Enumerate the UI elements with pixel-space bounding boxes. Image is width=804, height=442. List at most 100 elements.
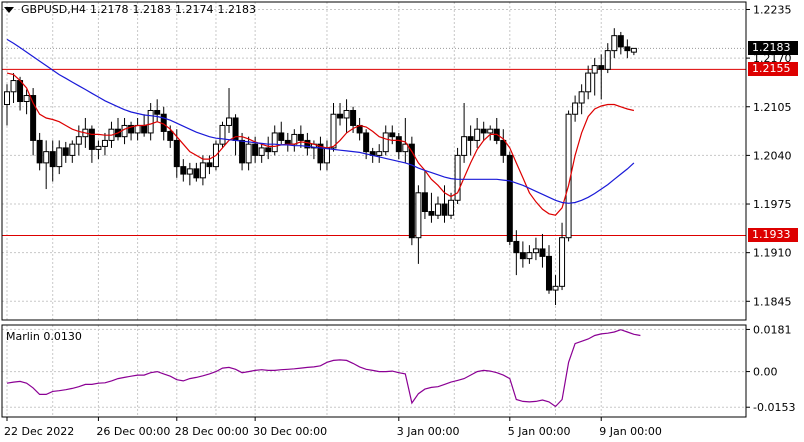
candle <box>480 121 487 141</box>
candle <box>219 121 226 148</box>
candle-body <box>591 65 598 74</box>
candle <box>128 121 135 141</box>
candle-body <box>454 154 461 201</box>
candle <box>304 132 311 156</box>
candle-body <box>402 143 409 153</box>
candle <box>526 245 533 264</box>
candle-body <box>395 136 402 153</box>
candle <box>604 43 611 74</box>
candle-body <box>630 47 637 53</box>
candle <box>147 103 154 141</box>
indicator-tick-label: 0.00 <box>753 366 778 379</box>
candle <box>519 241 526 268</box>
candle <box>611 28 618 59</box>
candle <box>624 39 631 59</box>
candle-body <box>382 132 389 153</box>
chart-frames <box>1 1 747 418</box>
candle-body <box>617 35 624 48</box>
candle-body <box>265 147 272 153</box>
candle <box>506 151 513 246</box>
candle-body <box>317 143 324 164</box>
candle-body <box>461 136 468 156</box>
candle <box>415 185 422 264</box>
candle-body <box>323 147 330 164</box>
indicator-title: Marlin 0.0130 <box>6 330 82 343</box>
candle-body <box>330 113 337 149</box>
candle <box>395 132 402 160</box>
slow-ma-line <box>6 38 635 204</box>
candle <box>467 125 474 156</box>
candle-body <box>552 285 559 291</box>
candle-body <box>559 237 566 287</box>
candle-body <box>434 203 441 216</box>
candle-body <box>376 151 383 156</box>
candle <box>265 136 272 160</box>
candle-body <box>350 109 357 126</box>
candle-body <box>448 199 455 216</box>
candle <box>36 132 43 171</box>
candle-body <box>245 143 252 164</box>
candle <box>572 95 579 122</box>
candle-body <box>389 132 396 138</box>
candle <box>552 275 559 306</box>
horizontal-levels <box>2 47 746 236</box>
indicator-tick-label: 0.0181 <box>753 323 792 336</box>
candle <box>500 129 507 163</box>
candle-body <box>506 154 513 242</box>
candle <box>180 159 187 182</box>
candle-body <box>193 168 200 179</box>
marlin-series-line <box>6 329 641 408</box>
candle <box>69 140 76 163</box>
candle-body <box>611 35 618 52</box>
candle-body <box>343 109 350 119</box>
candle <box>101 132 108 156</box>
candle-body <box>513 240 520 254</box>
candle-body <box>36 139 43 164</box>
candle <box>154 99 161 122</box>
candle <box>421 170 428 219</box>
candle <box>88 125 95 163</box>
dropdown-triangle-icon[interactable] <box>4 6 14 13</box>
candle <box>271 125 278 156</box>
candle-body <box>147 109 154 134</box>
candle-body <box>173 139 180 168</box>
candle-body <box>624 46 631 52</box>
candle <box>598 54 605 100</box>
candle <box>43 140 50 190</box>
candle-body <box>69 143 76 156</box>
candle <box>343 99 350 133</box>
candle-body <box>271 132 278 153</box>
candle <box>317 136 324 171</box>
x-tick-label: 22 Dec 2022 <box>4 425 74 438</box>
x-tick-label: 30 Dec 00:00 <box>253 425 327 438</box>
candle <box>434 196 441 219</box>
candle-body <box>56 147 63 168</box>
candle <box>389 125 396 145</box>
moving-averages <box>6 38 635 216</box>
candle <box>454 147 461 205</box>
candle-body <box>337 113 344 119</box>
candle-body <box>128 124 135 134</box>
candle-body <box>598 65 605 70</box>
candle <box>75 125 82 156</box>
candle <box>532 237 539 261</box>
candle <box>461 103 468 163</box>
x-tick-label: 28 Dec 00:00 <box>175 425 249 438</box>
upper-level-label: 1.2155 <box>748 62 798 77</box>
candle <box>487 125 494 141</box>
candle-body <box>363 132 370 153</box>
candles <box>4 28 637 306</box>
candle-body <box>474 128 481 141</box>
candle-body <box>467 136 474 141</box>
candle-body <box>199 162 206 179</box>
time-axis: 22 Dec 2022 26 Dec 00:00 28 Dec 00:00 30 De… <box>4 417 662 438</box>
candle-body <box>428 211 435 216</box>
candle-body <box>23 95 30 103</box>
candle-body <box>121 124 128 138</box>
candle <box>278 121 285 145</box>
candle-body <box>526 252 533 260</box>
candle <box>56 140 63 175</box>
candle-body <box>17 80 24 103</box>
